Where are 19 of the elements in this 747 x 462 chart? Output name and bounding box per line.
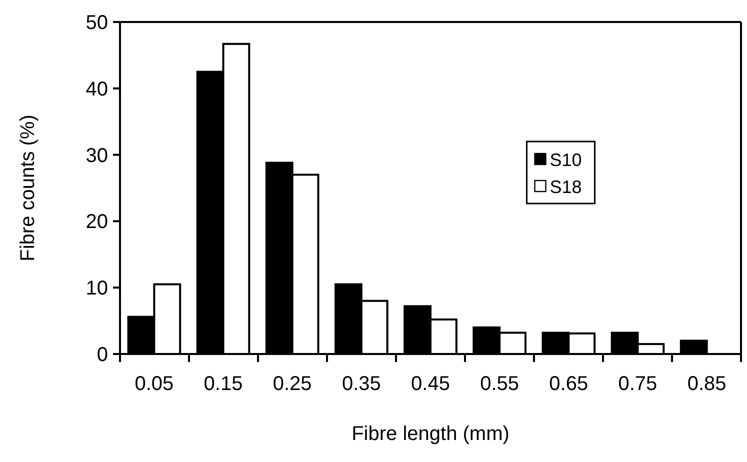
y-axis-title: Fibre counts (%) xyxy=(17,114,39,262)
y-tick-label: 30 xyxy=(86,144,108,167)
y-tick-label: 40 xyxy=(86,78,108,100)
x-tick-label: 0.15 xyxy=(204,373,243,395)
x-axis-title: Fibre length (mm) xyxy=(352,423,510,445)
x-tick-label: 0.85 xyxy=(687,373,726,395)
x-tick-label: 0.25 xyxy=(272,373,312,395)
x-tick-label: 0.05 xyxy=(134,373,174,395)
y-tick-label: 10 xyxy=(86,278,108,300)
y-tick-label: 20 xyxy=(86,211,108,234)
y-tick-label: 50 xyxy=(86,12,108,34)
y-tick-label: 0 xyxy=(96,344,108,366)
x-tick-label: 0.75 xyxy=(618,373,658,395)
legend-label: S18 xyxy=(550,176,582,197)
x-tick-label: 0.45 xyxy=(411,373,450,395)
x-tick-label: 0.35 xyxy=(342,373,381,395)
x-tick-label: 0.55 xyxy=(480,373,520,395)
x-tick-label: 0.65 xyxy=(549,373,588,395)
legend-label: S10 xyxy=(550,150,582,170)
